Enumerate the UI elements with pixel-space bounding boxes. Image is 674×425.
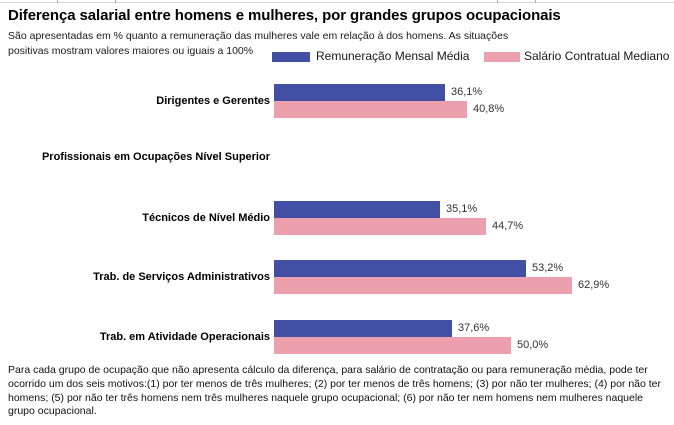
category-label: Técnicos de Nível Médio bbox=[142, 212, 270, 224]
top-tick-mark bbox=[115, 0, 116, 3]
bar-mediano bbox=[274, 337, 511, 354]
value-label-mensal: 37,6% bbox=[458, 322, 490, 334]
legend-swatch-pink bbox=[484, 52, 520, 62]
value-label-mensal: 35,1% bbox=[446, 203, 478, 215]
value-label-mediano: 62,9% bbox=[578, 279, 610, 291]
value-label-mensal: 36,1% bbox=[451, 86, 483, 98]
top-tick-mark bbox=[497, 0, 498, 3]
bar-mensal bbox=[274, 84, 445, 101]
bar-mensal bbox=[274, 320, 452, 337]
page-subtitle: São apresentadas em % quanto a remuneraç… bbox=[8, 30, 509, 57]
legend-label: Remuneração Mensal Média bbox=[316, 49, 470, 63]
value-label-mediano: 50,0% bbox=[517, 339, 549, 351]
value-label-mediano: 44,7% bbox=[492, 220, 524, 232]
bar-mensal bbox=[274, 201, 440, 218]
top-tick-mark bbox=[535, 0, 536, 3]
bar-mediano bbox=[274, 101, 467, 118]
bar-mediano bbox=[274, 277, 572, 294]
category-label: Profissionais em Ocupações Nível Superio… bbox=[41, 151, 270, 163]
page-title: Diferença salarial entre homens e mulher… bbox=[8, 7, 561, 24]
footnote: Para cada grupo de ocupação que não apre… bbox=[8, 364, 662, 418]
category-label: Trab. em Atividade Operacionais bbox=[99, 331, 270, 343]
bar-mensal bbox=[274, 260, 526, 277]
legend-swatch-blue bbox=[272, 52, 310, 62]
top-tick-mark bbox=[57, 0, 58, 3]
value-label-mediano: 40,8% bbox=[473, 103, 505, 115]
bar-mediano bbox=[274, 218, 486, 235]
category-label: Trab. de Serviços Administrativos bbox=[93, 271, 270, 283]
category-label: Dirigentes e Gerentes bbox=[156, 95, 270, 107]
legend-label: Salário Contratual Mediano bbox=[524, 49, 670, 63]
top-border-line bbox=[0, 2, 674, 3]
value-label-mensal: 53,2% bbox=[532, 262, 564, 274]
